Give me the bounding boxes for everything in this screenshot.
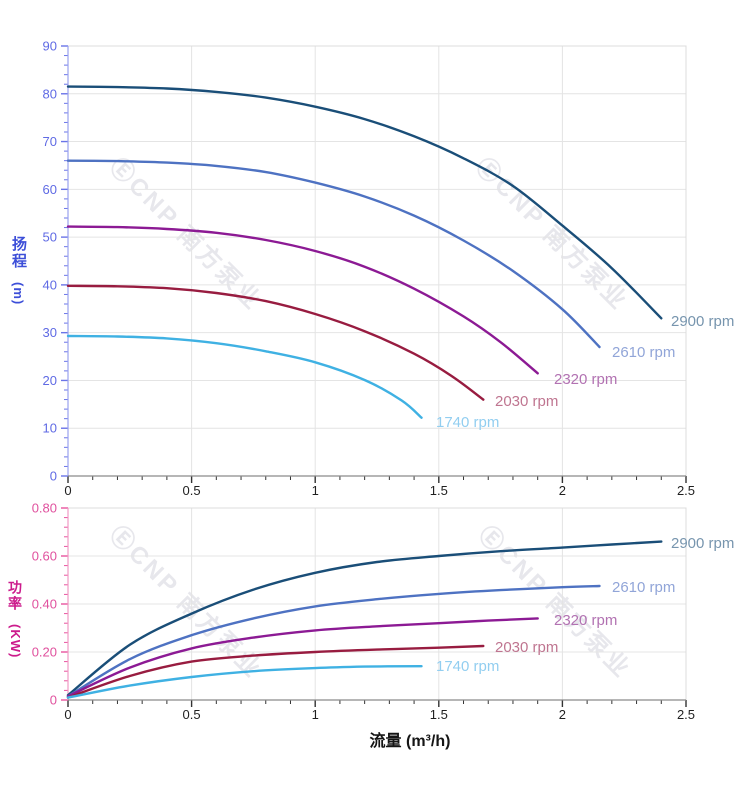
- x-tick-label: 1.5: [430, 483, 448, 498]
- rpm-label: 2900 rpm: [671, 313, 734, 330]
- power-axis-title: 功率 (KW): [7, 580, 23, 659]
- y-tick-label: 40: [43, 277, 57, 292]
- curve-2030-rpm: [66, 284, 485, 401]
- x-tick-label: 0.5: [183, 483, 201, 498]
- rpm-label: 1740 rpm: [436, 414, 499, 431]
- plot-border: [67, 45, 687, 477]
- rpm-label: 1740 rpm: [436, 658, 499, 675]
- curve-2320-rpm: [66, 617, 539, 698]
- curve-2900-rpm: [66, 540, 663, 697]
- y-tick-label: 30: [43, 325, 57, 340]
- x-tick-label: 1.5: [430, 707, 448, 722]
- y-tick-label: 20: [43, 373, 57, 388]
- y-tick-label: 90: [43, 39, 57, 54]
- head-axis-title: 扬程 (m): [10, 236, 27, 306]
- x-tick-label: 2: [559, 707, 566, 722]
- curve-1740-rpm: [66, 334, 423, 419]
- y-tick-label: 70: [43, 134, 57, 149]
- head-axis-title-cn: 扬程: [10, 236, 27, 270]
- head-axis-unit: (m): [11, 282, 26, 306]
- y-tick-label: 0.80: [32, 501, 57, 516]
- y-tick-label: 0: [50, 469, 57, 484]
- x-tick-label: 1: [312, 707, 319, 722]
- x-tick-label: 2: [559, 483, 566, 498]
- y-tick-label: 50: [43, 230, 57, 245]
- rpm-label: 2610 rpm: [612, 579, 675, 596]
- power-axis-title-cn: 功率: [7, 580, 23, 612]
- curve-1740-rpm: [66, 665, 423, 699]
- rpm-label: 2900 rpm: [671, 535, 734, 552]
- x-tick-label: 1: [312, 483, 319, 498]
- y-tick-label: 0.60: [32, 549, 57, 564]
- curve-2900-rpm: [66, 85, 663, 320]
- curve-2610-rpm: [66, 159, 601, 349]
- y-tick-label: 0.40: [32, 597, 57, 612]
- y-tick-label: 80: [43, 86, 57, 101]
- x-tick-label: 0.5: [183, 707, 201, 722]
- rpm-label: 2030 rpm: [495, 639, 558, 656]
- x-tick-label: 0: [64, 483, 71, 498]
- y-tick-label: 0.20: [32, 645, 57, 660]
- rpm-label: 2320 rpm: [554, 371, 617, 388]
- y-tick-label: 0: [50, 693, 57, 708]
- x-tick-label: 2.5: [677, 707, 695, 722]
- power-axis-unit: (KW): [8, 623, 23, 659]
- rpm-label: 2030 rpm: [495, 393, 558, 410]
- y-tick-label: 60: [43, 182, 57, 197]
- curve-2320-rpm: [66, 225, 539, 375]
- rpm-label: 2320 rpm: [554, 612, 617, 629]
- curve-2610-rpm: [66, 584, 601, 698]
- y-tick-label: 10: [43, 421, 57, 436]
- flow-axis-title: 流量 (m³/h): [369, 733, 451, 750]
- rpm-label: 2610 rpm: [612, 344, 675, 361]
- x-tick-label: 0: [64, 707, 71, 722]
- x-tick-label: 2.5: [677, 483, 695, 498]
- curve-2030-rpm: [66, 644, 485, 699]
